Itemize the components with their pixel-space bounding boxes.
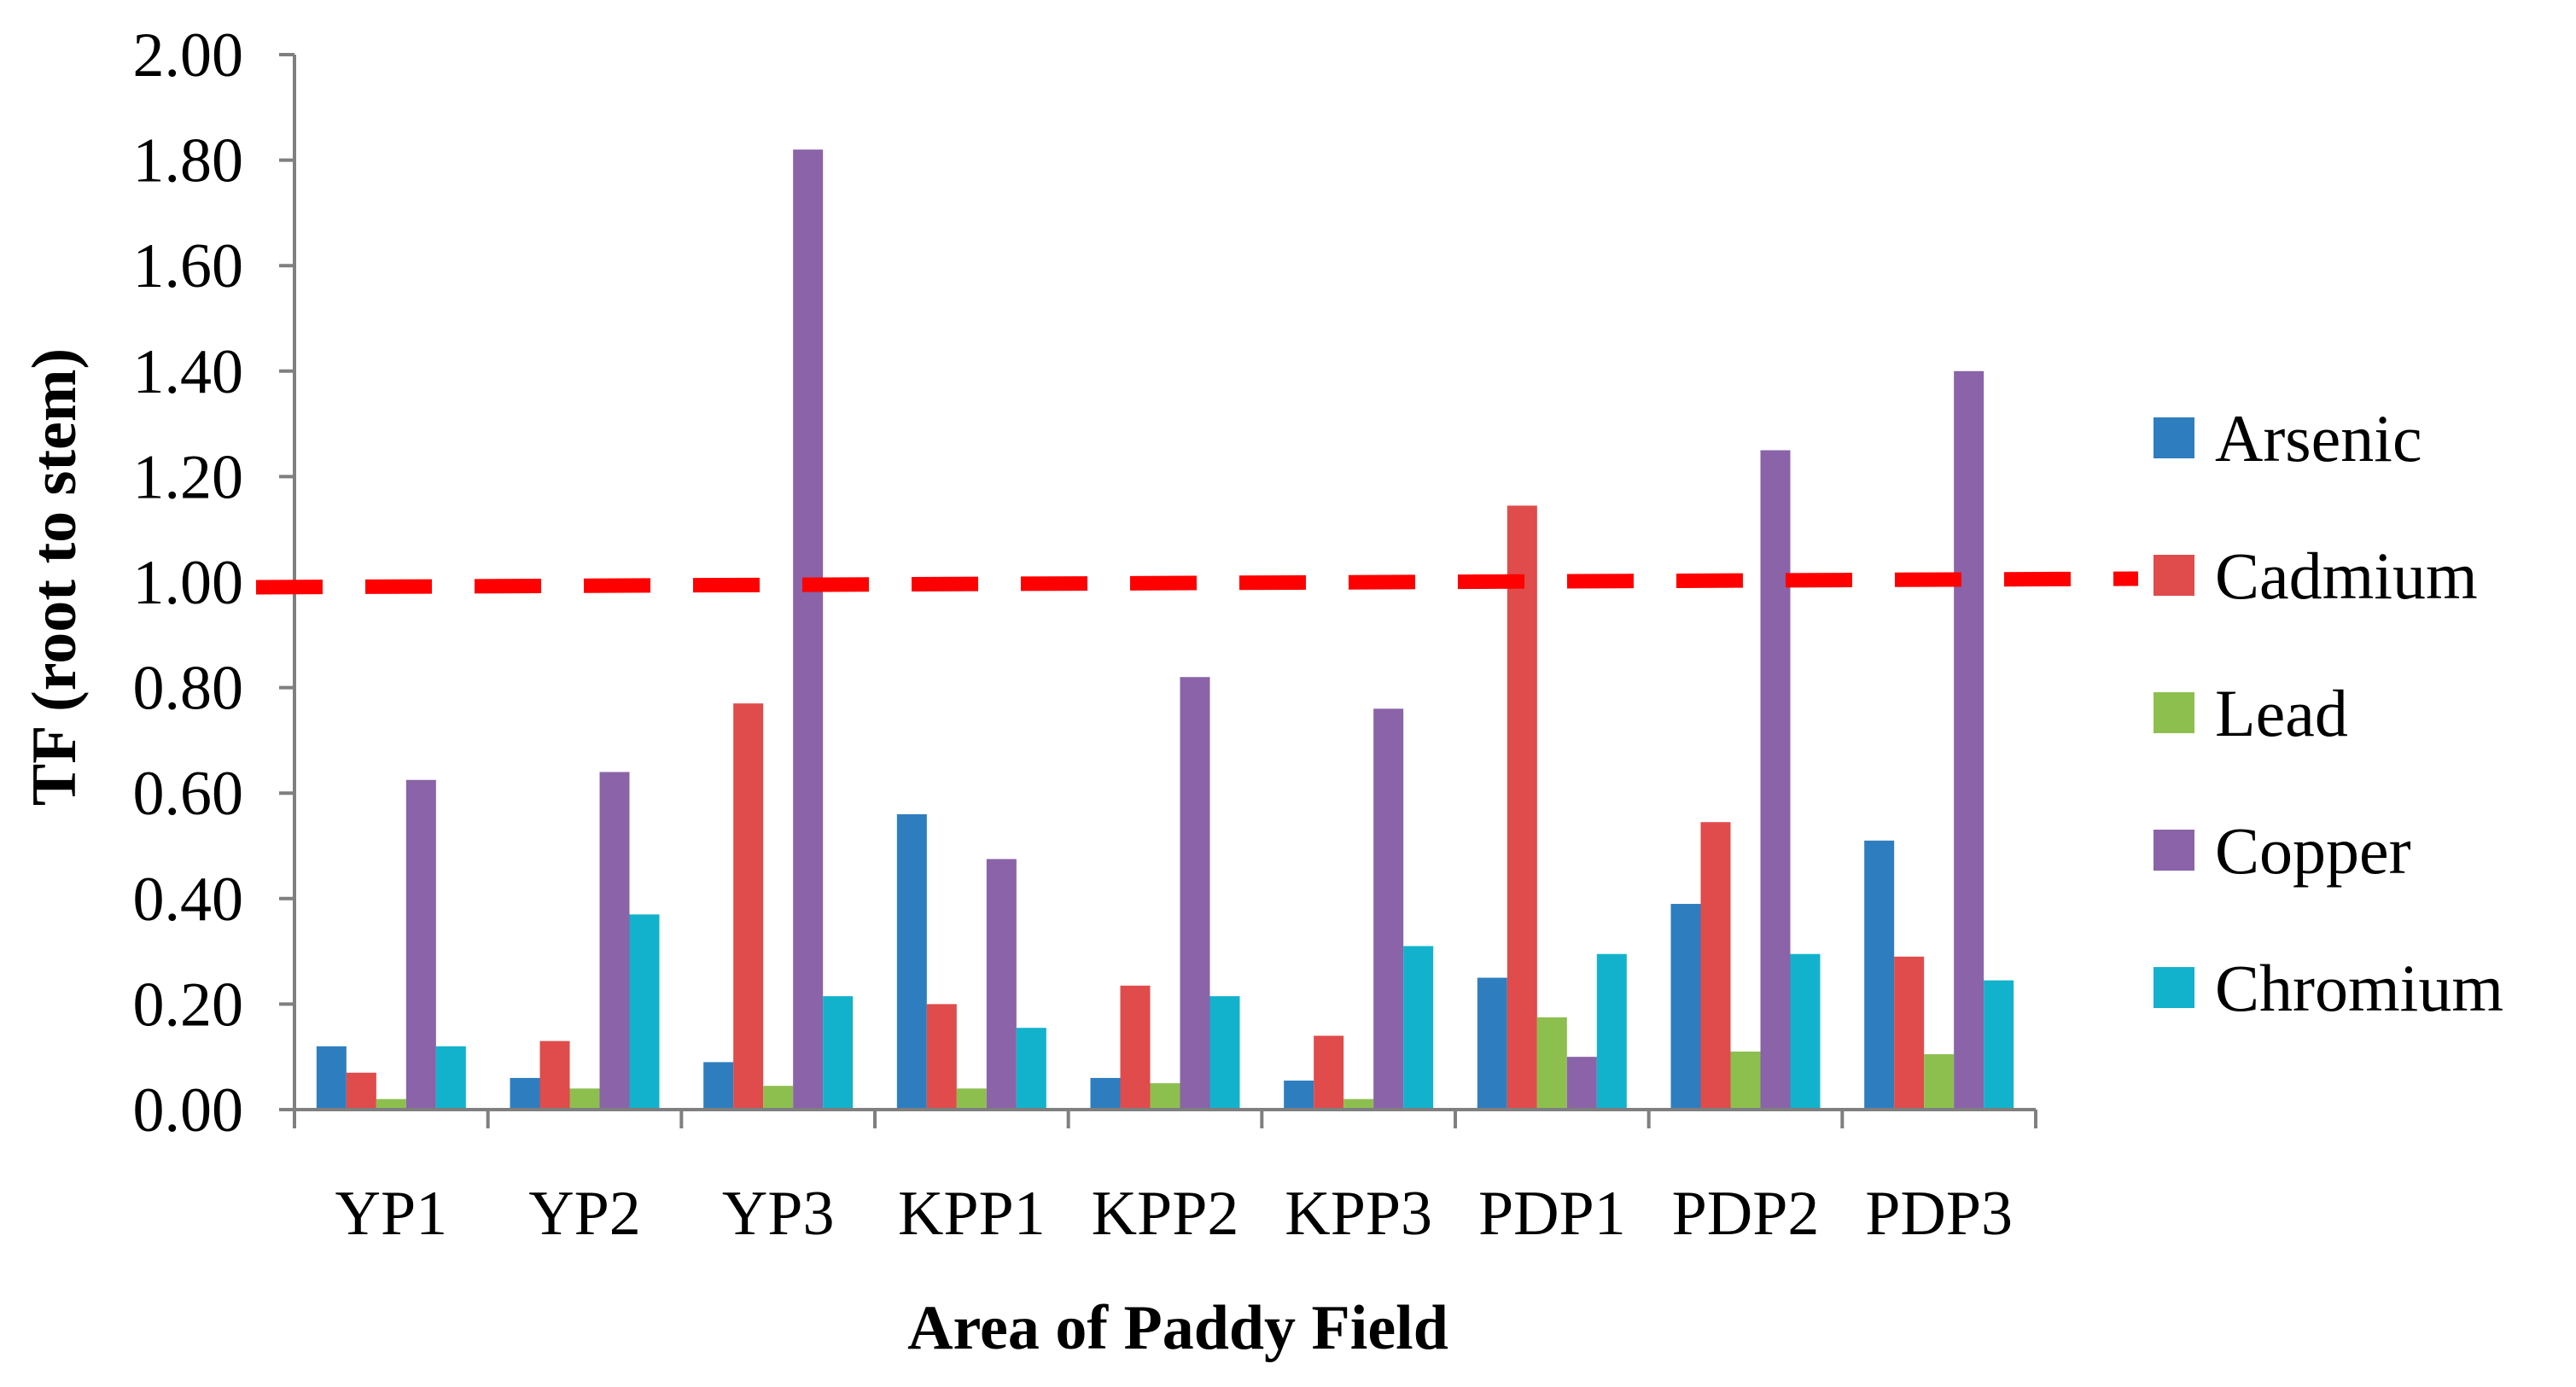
- threshold-line-layer: [256, 579, 2138, 587]
- bar-copper-pdp1: [1567, 1057, 1597, 1110]
- threshold-line-1-00: [256, 579, 2138, 587]
- bar-copper-pdp3: [1954, 371, 1984, 1110]
- x-tick-label: YP3: [722, 1179, 835, 1249]
- legend-swatch-chromium: [2153, 967, 2194, 1008]
- y-tick-label: 0.40: [133, 865, 244, 935]
- bar-arsenic-kpp2: [1091, 1078, 1121, 1110]
- bar-copper-kpp2: [1180, 677, 1210, 1110]
- bar-arsenic-pdp2: [1671, 904, 1701, 1110]
- bar-lead-pdp3: [1924, 1054, 1954, 1110]
- bar-chromium-kpp3: [1403, 946, 1433, 1110]
- y-tick-label: 0.20: [133, 970, 244, 1040]
- bar-copper-yp1: [406, 780, 436, 1110]
- y-tick-label: 0.80: [133, 654, 244, 724]
- y-tick-label: 2.00: [133, 20, 244, 90]
- bar-arsenic-yp2: [510, 1078, 540, 1110]
- bar-copper-pdp2: [1761, 451, 1791, 1110]
- axis-labels-layer: 0.00 0.20 0.40 0.60 0.80 1.00 1.20 1.40 1.60 1.80…: [20, 20, 2013, 1363]
- legend-label-chromium: Chromium: [2215, 951, 2503, 1025]
- legend-label-copper: Copper: [2215, 813, 2411, 888]
- bar-cadmium-pdp2: [1701, 822, 1731, 1110]
- legend-swatch-cadmium: [2153, 555, 2194, 596]
- x-tick-label: KPP1: [898, 1179, 1046, 1249]
- bar-lead-yp3: [763, 1086, 793, 1110]
- bar-chromium-yp1: [436, 1046, 466, 1110]
- y-tick-label: 1.00: [133, 548, 244, 618]
- bar-lead-kpp2: [1151, 1083, 1180, 1110]
- bar-arsenic-kpp3: [1284, 1081, 1314, 1110]
- bar-copper-yp2: [600, 772, 630, 1110]
- bar-arsenic-kpp1: [897, 814, 927, 1110]
- bar-cadmium-pdp1: [1507, 505, 1537, 1110]
- bar-arsenic-yp3: [703, 1062, 733, 1110]
- bar-chromium-yp3: [823, 996, 853, 1110]
- bar-chromium-pdp3: [1984, 981, 2014, 1110]
- legend-label-arsenic: Arsenic: [2215, 401, 2422, 475]
- legend-label-lead: Lead: [2215, 676, 2348, 750]
- bar-lead-kpp1: [957, 1088, 987, 1110]
- bar-arsenic-pdp3: [1864, 841, 1894, 1110]
- bar-chromium-yp2: [630, 914, 660, 1110]
- x-tick-label: YP1: [335, 1179, 448, 1249]
- bar-cadmium-yp3: [733, 703, 763, 1110]
- bar-cadmium-yp1: [347, 1073, 376, 1110]
- legend-swatch-arsenic: [2153, 417, 2194, 458]
- legend: Arsenic Cadmium Lead Copper Chromium: [2153, 401, 2503, 1025]
- y-tick-label: 1.60: [133, 231, 244, 301]
- x-tick-label: KPP2: [1092, 1179, 1239, 1249]
- bar-cadmium-pdp3: [1894, 957, 1924, 1110]
- y-tick-label: 0.00: [133, 1075, 244, 1145]
- x-tick-label: KPP3: [1285, 1179, 1432, 1249]
- y-axis-title: TF (root to stem): [20, 348, 90, 806]
- legend-swatch-lead: [2153, 692, 2194, 733]
- bar-copper-kpp1: [987, 859, 1017, 1110]
- bar-lead-yp2: [570, 1088, 600, 1110]
- bar-cadmium-kpp3: [1314, 1035, 1343, 1110]
- bar-arsenic-yp1: [317, 1046, 347, 1110]
- bar-cadmium-kpp1: [927, 1004, 957, 1110]
- bar-chromium-kpp2: [1210, 996, 1240, 1110]
- bar-lead-pdp2: [1731, 1052, 1761, 1110]
- y-tick-label: 0.60: [133, 759, 244, 829]
- y-tick-label: 1.20: [133, 442, 244, 512]
- bar-chromium-pdp1: [1597, 954, 1627, 1110]
- bar-chromium-pdp2: [1791, 954, 1821, 1110]
- y-tick-label: 1.40: [133, 337, 244, 407]
- x-axis-title: Area of Paddy Field: [907, 1293, 1448, 1363]
- bars-layer: [317, 149, 2014, 1110]
- bar-cadmium-kpp2: [1121, 986, 1151, 1110]
- x-tick-label: PDP2: [1672, 1179, 1820, 1249]
- x-tick-label: PDP3: [1865, 1179, 2013, 1249]
- bar-lead-pdp1: [1537, 1017, 1567, 1110]
- x-tick-label: PDP1: [1478, 1179, 1626, 1249]
- bar-cadmium-yp2: [540, 1041, 570, 1110]
- bar-copper-kpp3: [1373, 708, 1403, 1110]
- legend-label-cadmium: Cadmium: [2215, 539, 2478, 613]
- bar-arsenic-pdp1: [1477, 978, 1507, 1110]
- bar-copper-yp3: [793, 149, 823, 1110]
- bar-chromium-kpp1: [1017, 1028, 1046, 1110]
- transfer-factor-bar-chart: 0.00 0.20 0.40 0.60 0.80 1.00 1.20 1.40 1.60 1.80…: [0, 0, 2576, 1387]
- x-tick-label: YP2: [528, 1179, 641, 1249]
- legend-swatch-copper: [2153, 830, 2194, 871]
- y-tick-label: 1.80: [133, 126, 244, 196]
